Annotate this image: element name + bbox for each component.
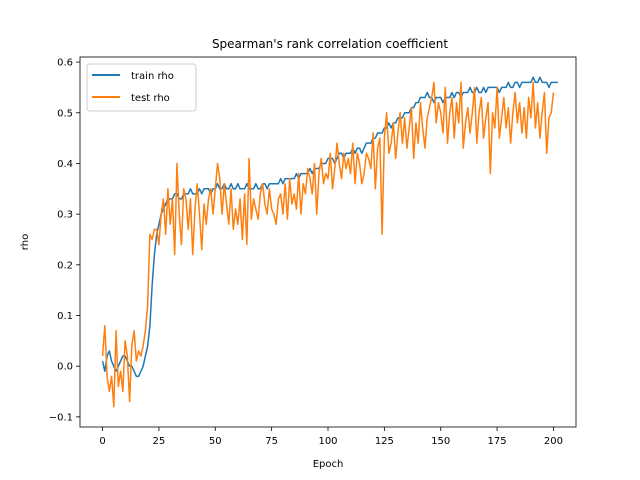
x-tick-label: 75 bbox=[265, 436, 278, 447]
x-tick-label: 175 bbox=[488, 436, 507, 447]
y-tick-label: 0.5 bbox=[57, 108, 73, 119]
chart-title: Spearman's rank correlation coefficient bbox=[212, 37, 448, 51]
y-axis-label: rho bbox=[20, 234, 31, 250]
y-tick-label: −0.1 bbox=[49, 412, 73, 423]
x-axis: 0 25 50 75 100 125 150 175 200 bbox=[99, 427, 563, 447]
legend-label-train: train rho bbox=[131, 71, 174, 82]
plot-area bbox=[101, 76, 558, 408]
x-tick-label: 0 bbox=[99, 436, 105, 447]
x-tick-label: 125 bbox=[375, 436, 394, 447]
y-tick-label: 0.2 bbox=[57, 260, 73, 271]
y-tick-label: 0.1 bbox=[57, 311, 73, 322]
x-axis-label: Epoch bbox=[313, 459, 344, 470]
y-axis: −0.1 0.0 0.1 0.2 0.3 0.4 0.5 0.6 bbox=[49, 58, 80, 423]
x-tick-label: 200 bbox=[544, 436, 563, 447]
x-tick-label: 150 bbox=[431, 436, 450, 447]
x-tick-label: 50 bbox=[209, 436, 222, 447]
y-tick-label: 0.4 bbox=[57, 159, 73, 170]
y-tick-label: 0.3 bbox=[57, 210, 73, 221]
x-tick-label: 100 bbox=[318, 436, 337, 447]
y-tick-label: 0.0 bbox=[57, 362, 73, 373]
legend: train rho test rho bbox=[86, 63, 197, 112]
series-line-test bbox=[101, 81, 555, 408]
y-tick-label: 0.6 bbox=[57, 58, 73, 69]
legend-label-test: test rho bbox=[131, 93, 170, 104]
x-tick-label: 25 bbox=[153, 436, 166, 447]
